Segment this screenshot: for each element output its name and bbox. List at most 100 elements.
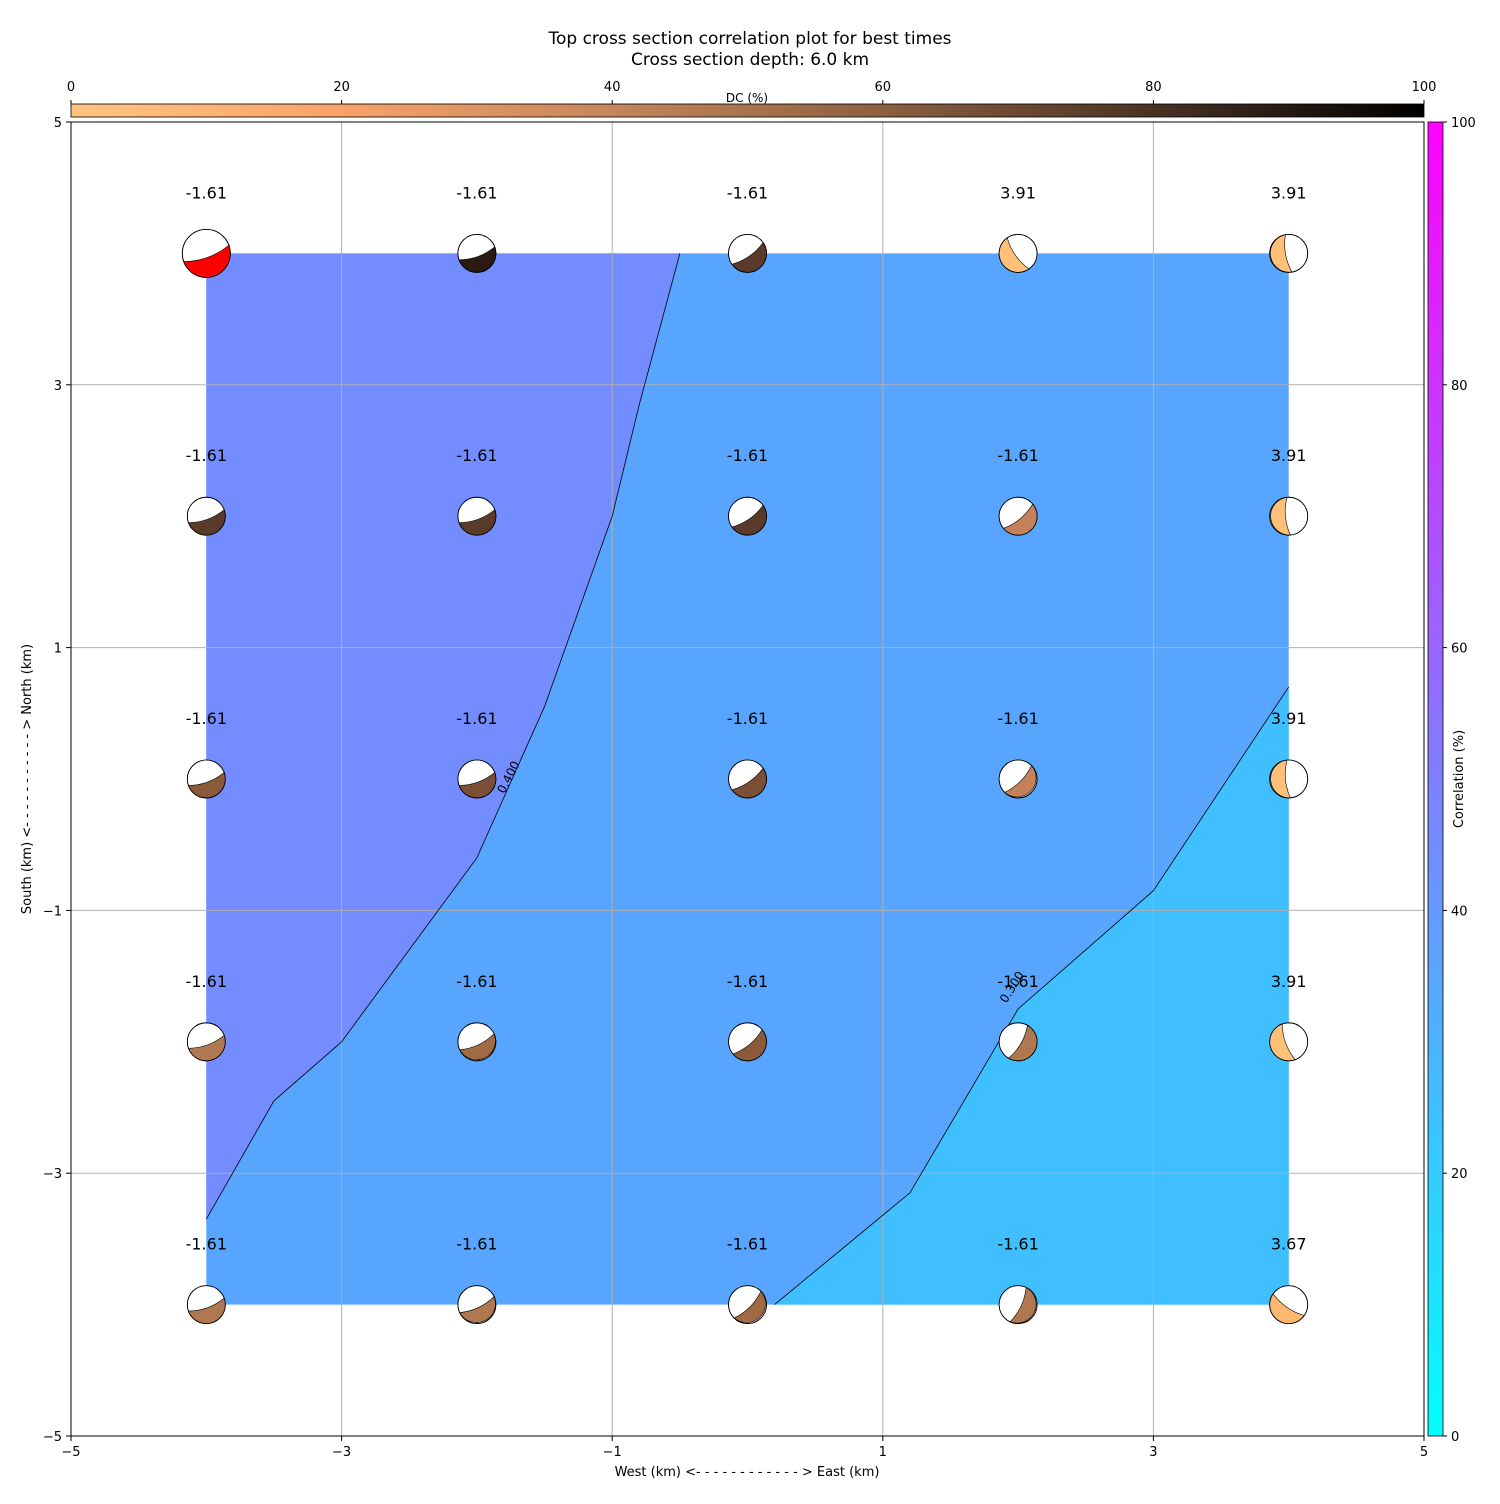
time-label: -1.61 <box>456 972 497 991</box>
dc-colorbar-tick-label: 0 <box>67 80 75 95</box>
beachball-outline <box>728 496 767 536</box>
beachball-compressional <box>459 1296 496 1323</box>
x-tick-label: −1 <box>603 1445 622 1460</box>
beachball-outline <box>1269 1022 1309 1062</box>
dc-colorbar-tick-label: 60 <box>875 80 892 95</box>
dc-colorbar-label: DC (%) <box>726 91 768 105</box>
beachball <box>186 759 226 799</box>
beachball <box>998 1022 1038 1062</box>
y-tick-label: 3 <box>54 379 62 394</box>
beachball-outline <box>728 1022 767 1062</box>
beachball-outline <box>186 496 226 536</box>
y-tick-label: 1 <box>54 642 62 657</box>
beachball <box>181 228 231 278</box>
beachball <box>998 759 1038 799</box>
beachball <box>728 233 767 273</box>
time-label: 3.91 <box>1271 972 1307 991</box>
contour-line-0-3 <box>774 686 1290 1305</box>
x-tick-label: 5 <box>1420 1445 1428 1460</box>
beachball <box>998 233 1038 273</box>
x-tick-label: −5 <box>61 1445 80 1460</box>
beachball-outline <box>1269 233 1309 273</box>
y-axis-label: South (km) <- - - - - - - - - - - > Nort… <box>20 644 35 914</box>
plot-frame <box>70 121 1425 1437</box>
time-label: -1.61 <box>727 446 768 465</box>
dc-colorbar-tick-label: 80 <box>1145 80 1162 95</box>
correlation-colorbar-tick-label: 20 <box>1451 1167 1468 1182</box>
beachball <box>457 1022 497 1062</box>
y-tick-label: −5 <box>43 1430 62 1445</box>
time-label: -1.61 <box>727 1235 768 1254</box>
time-label: 3.91 <box>1000 183 1036 202</box>
dc-colorbar-tick-label: 20 <box>333 80 350 95</box>
x-axis-label: West (km) <- - - - - - - - - - - - > Eas… <box>615 1465 880 1480</box>
beachball <box>728 1022 767 1062</box>
time-label: 3.91 <box>1271 709 1307 728</box>
chart-subtitle: Cross section depth: 6.0 km <box>631 50 869 70</box>
dc-colorbar-tick-label: 100 <box>1412 80 1437 95</box>
beachball <box>728 759 767 799</box>
beachball-outline <box>998 1022 1038 1062</box>
beachball-outline <box>728 1285 767 1324</box>
beachball-outline <box>457 496 497 536</box>
beachball <box>1269 1022 1309 1062</box>
beachball-outline <box>457 233 497 273</box>
beachball-outline <box>186 1022 226 1062</box>
beachball-outline <box>181 228 231 278</box>
beachball-outline <box>186 759 226 799</box>
time-label: 3.91 <box>1271 183 1307 202</box>
beachball-outline <box>457 759 497 799</box>
beachball <box>728 496 767 536</box>
time-label: -1.61 <box>727 972 768 991</box>
y-tick-label: 5 <box>54 116 62 131</box>
beachball-outline <box>457 1285 497 1324</box>
time-label: -1.61 <box>997 446 1038 465</box>
beachball-outline <box>728 759 767 799</box>
beachball-compressional <box>1270 496 1291 536</box>
beachball-outline <box>1269 1285 1309 1324</box>
time-label: -1.61 <box>727 709 768 728</box>
beachball-outline <box>1269 496 1309 536</box>
time-label: -1.61 <box>186 446 227 465</box>
contour-region-high <box>206 253 680 1220</box>
time-label: -1.61 <box>456 709 497 728</box>
time-label: 3.67 <box>1271 1235 1307 1254</box>
beachball-compressional <box>1009 1286 1037 1324</box>
beachball-compressional <box>1270 234 1293 273</box>
beachball-outline <box>998 496 1038 536</box>
time-label: -1.61 <box>997 972 1038 991</box>
beachball-outline <box>998 759 1038 799</box>
chart-title: Top cross section correlation plot for b… <box>547 29 951 49</box>
correlation-colorbar-tick-label: 80 <box>1451 379 1468 394</box>
beachball <box>728 1285 767 1324</box>
time-label: -1.61 <box>456 183 497 202</box>
time-label: -1.61 <box>186 972 227 991</box>
correlation-colorbar-label: Correlation (%) <box>1452 730 1467 828</box>
time-label: 3.91 <box>1271 446 1307 465</box>
beachball-compressional <box>1270 759 1291 799</box>
beachball-compressional <box>459 1033 496 1061</box>
x-tick-label: 1 <box>879 1445 887 1460</box>
dc-colorbar <box>70 103 1425 118</box>
beachball <box>186 1285 226 1324</box>
beachball <box>1269 233 1309 273</box>
correlation-colorbar-tick-label: 60 <box>1451 642 1468 657</box>
time-label: -1.61 <box>186 183 227 202</box>
dc-colorbar-tick-label: 40 <box>604 80 621 95</box>
beachball <box>1269 1285 1309 1324</box>
y-tick-label: −3 <box>43 1167 62 1182</box>
beachball-outline <box>728 233 767 273</box>
correlation-colorbar <box>1427 121 1444 1437</box>
time-label: -1.61 <box>456 446 497 465</box>
correlation-colorbar-tick-label: 100 <box>1451 116 1476 131</box>
beachball <box>1269 759 1309 799</box>
x-tick-label: 3 <box>1149 1445 1157 1460</box>
beachball <box>457 233 497 273</box>
y-tick-label: −1 <box>43 904 62 919</box>
beachball-outline <box>1269 759 1309 799</box>
beachball <box>457 496 497 536</box>
x-tick-label: −3 <box>332 1445 351 1460</box>
time-label: -1.61 <box>186 1235 227 1254</box>
